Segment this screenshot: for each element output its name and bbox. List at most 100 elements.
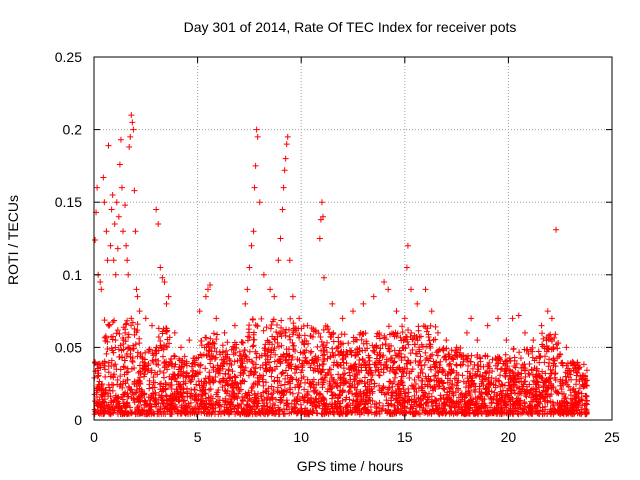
data-point [218,411,225,418]
data-point [501,361,508,368]
data-point [404,365,411,372]
data-point [122,380,129,387]
data-point [453,369,460,376]
data-point [141,356,148,363]
data-point [191,386,198,393]
data-point [468,378,475,385]
data-point [304,376,311,383]
data-point [384,400,391,407]
data-point [482,376,489,383]
data-point [112,344,119,351]
data-point [368,385,375,392]
data-point [109,319,116,326]
data-point [265,339,272,346]
x-tick-label: 10 [293,429,309,445]
data-point [536,394,543,401]
data-point [550,383,557,390]
data-point [396,347,403,354]
data-point [536,359,543,366]
data-point [263,400,270,407]
data-point [213,336,220,343]
data-point [471,386,478,393]
data-point [221,407,228,414]
data-point [241,347,248,354]
data-point [302,393,309,400]
data-point [386,378,393,385]
data-point [217,362,224,369]
data-point [528,398,535,405]
data-point [530,337,537,344]
data-point [399,329,406,336]
data-point [332,400,339,407]
data-point [316,235,323,242]
data-point [410,410,417,417]
data-point [427,383,434,390]
data-point [546,359,553,366]
data-point [135,403,142,410]
data-point [120,228,127,235]
data-point [103,228,110,235]
data-point [577,411,584,418]
data-point [117,373,124,380]
data-point [198,378,205,385]
data-point [149,357,156,364]
plot-frame [93,56,613,421]
data-point [371,349,378,356]
data-point [315,402,322,409]
data-point [464,355,471,362]
data-point [116,353,123,360]
data-point [399,382,406,389]
data-point [278,324,285,331]
data-point [178,407,185,414]
data-point [214,331,221,338]
data-point [226,375,233,382]
data-point [346,384,353,391]
data-point [543,348,550,355]
data-point [393,333,400,340]
data-point [525,404,532,411]
data-point [489,356,496,363]
data-point [523,383,530,390]
data-point [124,345,131,352]
data-point [326,366,333,373]
data-point [320,366,327,373]
data-point [264,403,271,410]
data-point [425,333,432,340]
data-point [105,363,112,370]
data-point [100,174,107,181]
data-point [512,405,519,412]
data-point [275,257,282,264]
data-point [555,339,562,346]
data-point [410,335,417,342]
data-point [282,332,289,339]
data-point [542,370,549,377]
data-point [249,406,256,413]
data-point [210,377,217,384]
data-point [248,387,255,394]
data-point [222,371,229,378]
data-point [418,362,425,369]
data-point [99,381,106,388]
data-point [339,388,346,395]
data-point [105,401,112,408]
data-point [163,404,170,411]
data-point [136,379,143,386]
data-point [363,387,370,394]
data-point [145,360,152,367]
data-point [350,334,357,341]
data-point [286,333,293,340]
data-point [295,384,302,391]
data-point [404,338,411,345]
data-point [459,372,466,379]
data-point [401,336,408,343]
data-point [395,381,402,388]
data-point [489,368,496,375]
data-point [448,398,455,405]
data-point [486,380,493,387]
data-point [512,364,519,371]
data-point [423,328,430,335]
data-point [434,329,441,336]
data-point [252,162,259,169]
data-point [515,385,522,392]
